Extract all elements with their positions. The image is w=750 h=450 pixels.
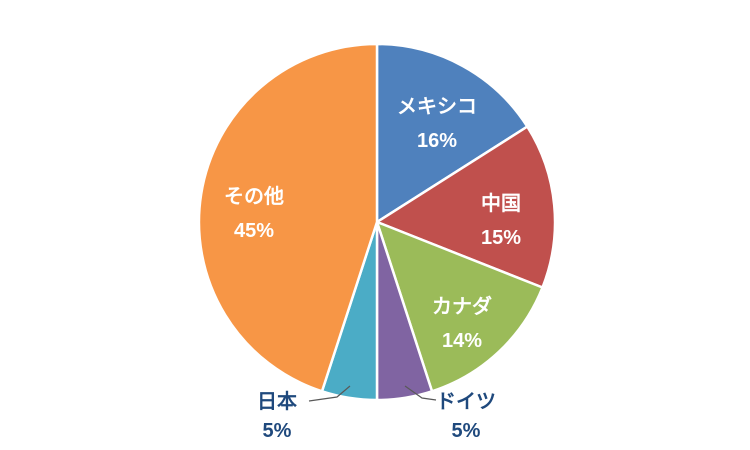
slice-label-4: 日本 [257,390,297,413]
slice-percent-0: 16% [417,130,457,152]
slice-percent-5: 45% [234,220,274,242]
leader-line-3 [404,385,437,401]
slice-label-5: その他 [224,184,284,208]
slice-percent-3: 5% [452,420,481,442]
pie-slice-0[interactable] [375,42,529,224]
slice-label-0: メキシコ [397,96,477,118]
pie-slices-group [197,42,557,402]
pie-slice-5[interactable] [197,42,379,393]
slice-label-3: ドイツ [436,391,496,413]
leader-line-4 [308,385,351,402]
leader-lines-group [308,385,437,402]
pie-slice-1[interactable] [375,125,557,289]
slice-percent-2: 14% [442,330,482,352]
slice-label-2: カナダ [432,294,492,318]
slice-labels-group: メキシコ 16% 中国 15% カナダ 14% ドイツ 5% 日本 5% その他 45% [224,96,521,442]
slice-percent-1: 15% [481,227,521,249]
slice-label-1: 中国 [481,191,521,215]
slice-percent-4: 5% [263,420,292,442]
